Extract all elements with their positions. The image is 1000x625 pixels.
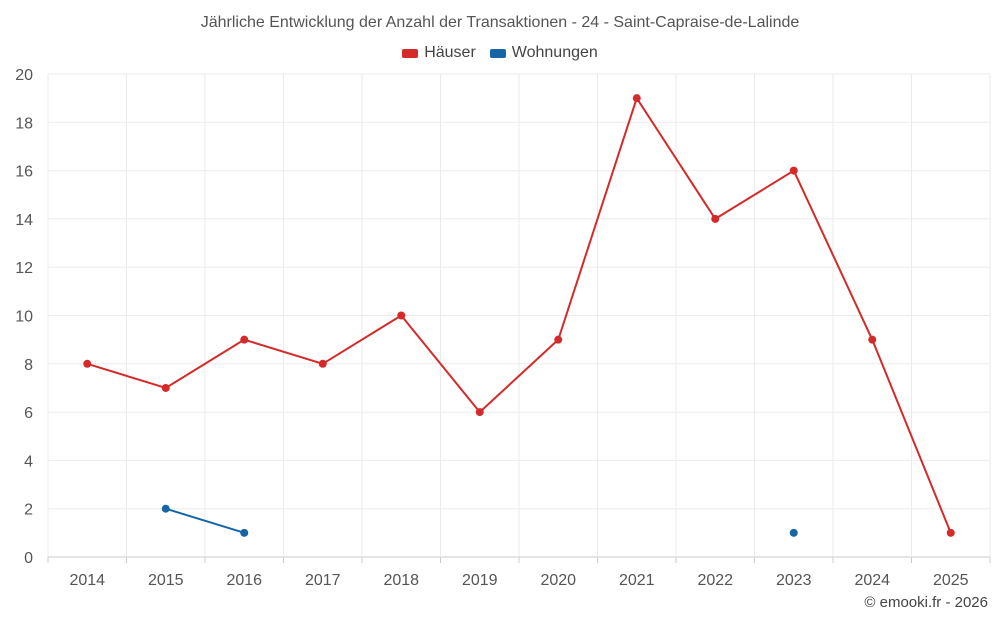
data-point[interactable] xyxy=(946,528,955,537)
x-tick-label: 2020 xyxy=(540,572,576,589)
legend-label-wohnungen: Wohnungen xyxy=(511,44,598,61)
data-point[interactable] xyxy=(397,311,406,320)
data-point[interactable] xyxy=(554,335,563,344)
y-tick-label: 0 xyxy=(24,550,33,567)
credit-text: © emooki.fr - 2026 xyxy=(864,594,988,611)
data-point[interactable] xyxy=(632,94,641,103)
series-line xyxy=(165,507,245,534)
legend: Häuser Wohnungen xyxy=(0,44,1000,62)
data-point[interactable] xyxy=(318,359,327,368)
legend-item-haeuser[interactable]: Häuser xyxy=(402,44,476,62)
grid-lines xyxy=(47,73,991,558)
series-1 xyxy=(161,504,798,537)
data-point[interactable] xyxy=(240,528,249,537)
axes: 0 2 4 6 8 10 12 14 16 18 20 2014 2015 2016 2017 2018 201… xyxy=(15,67,991,589)
legend-swatch-haeuser xyxy=(402,48,419,58)
y-tick-label: 20 xyxy=(15,67,33,84)
y-tick-label: 2 xyxy=(24,502,33,519)
legend-swatch-wohnungen xyxy=(489,48,506,58)
y-tick-label: 8 xyxy=(24,357,33,374)
x-tick-label: 2014 xyxy=(69,572,105,589)
data-point[interactable] xyxy=(161,504,170,513)
y-tick-label: 18 xyxy=(15,115,33,132)
y-tick-label: 6 xyxy=(24,405,33,422)
data-point[interactable] xyxy=(789,528,798,537)
data-point[interactable] xyxy=(83,359,92,368)
y-tick-label: 12 xyxy=(15,260,33,277)
y-tick-label: 10 xyxy=(15,309,33,326)
chart-title: Jährliche Entwicklung der Anzahl der Tra… xyxy=(200,14,800,31)
x-tick-label: 2017 xyxy=(305,572,341,589)
data-point[interactable] xyxy=(161,383,170,392)
series-line xyxy=(86,97,952,534)
x-tick-label: 2019 xyxy=(462,572,498,589)
data-point[interactable] xyxy=(475,408,484,417)
x-tick-label: 2023 xyxy=(776,572,812,589)
y-tick-label: 16 xyxy=(15,164,33,181)
series-layer xyxy=(83,94,955,537)
x-tick-label: 2015 xyxy=(148,572,184,589)
x-tick-label: 2018 xyxy=(383,572,419,589)
data-point[interactable] xyxy=(789,166,798,175)
x-tick-label: 2022 xyxy=(697,572,733,589)
data-point[interactable] xyxy=(240,335,249,344)
x-tick-label: 2016 xyxy=(226,572,262,589)
data-point[interactable] xyxy=(868,335,877,344)
y-tick-label: 4 xyxy=(24,453,33,470)
x-tick-label: 2024 xyxy=(854,572,890,589)
x-tick-label: 2025 xyxy=(933,572,969,589)
x-tick-label: 2021 xyxy=(619,572,655,589)
data-point[interactable] xyxy=(711,214,720,223)
legend-label-haeuser: Häuser xyxy=(424,44,476,61)
series-0 xyxy=(83,94,955,537)
legend-item-wohnungen[interactable]: Wohnungen xyxy=(489,44,598,62)
y-tick-label: 14 xyxy=(15,212,33,229)
